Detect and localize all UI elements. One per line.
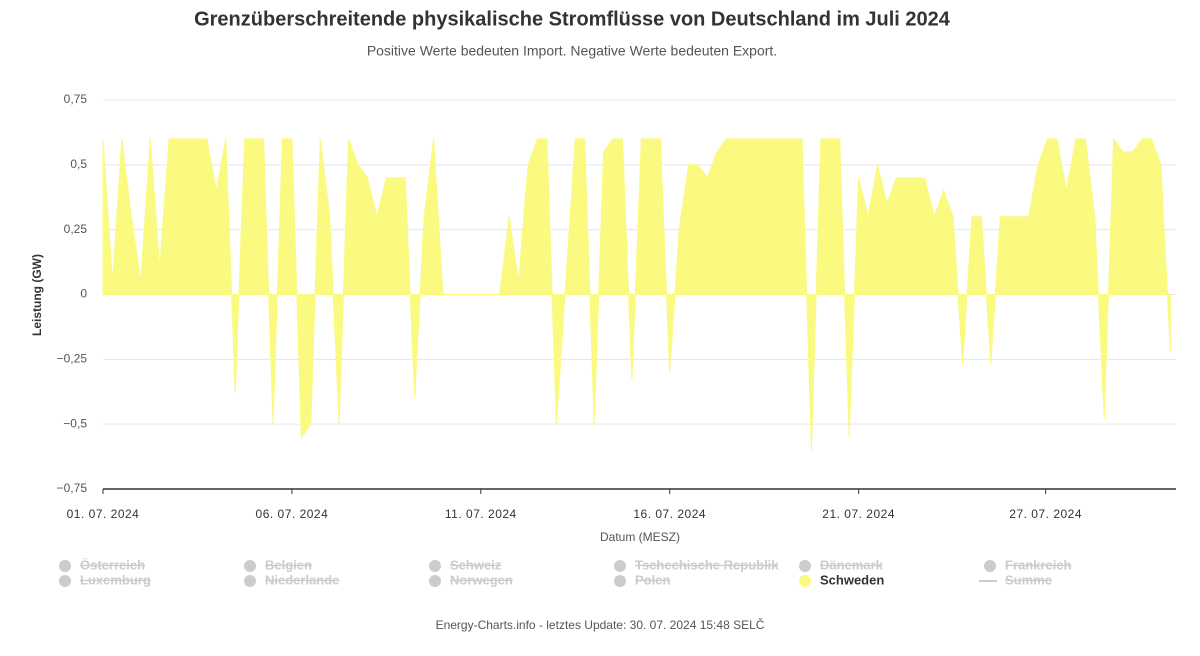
legend-label[interactable]: Belgien bbox=[265, 557, 312, 572]
x-tick-label: 01. 07. 2024 bbox=[67, 507, 140, 521]
y-tick-label: −0,5 bbox=[63, 416, 87, 430]
y-tick-label: −0,75 bbox=[57, 481, 88, 495]
legend-symbol bbox=[614, 575, 626, 587]
y-tick-label: 0 bbox=[80, 287, 87, 301]
legend-symbol bbox=[429, 575, 441, 587]
x-tick-label: 11. 07. 2024 bbox=[445, 507, 517, 521]
x-tick-label: 16. 07. 2024 bbox=[633, 507, 706, 521]
chart-title: Grenzüberschreitende physikalische Strom… bbox=[194, 8, 951, 30]
legend-label[interactable]: Polen bbox=[635, 572, 670, 587]
area bbox=[102, 137, 1171, 451]
footer: Energy-Charts.info - letztes Update: 30.… bbox=[436, 617, 765, 632]
legend-label[interactable]: Luxemburg bbox=[80, 572, 151, 587]
legend-label[interactable]: Österreich bbox=[80, 557, 145, 572]
legend-symbol bbox=[244, 560, 256, 572]
y-axis-title: Leistung (GW) bbox=[30, 254, 44, 336]
legend-label[interactable]: Dänemark bbox=[820, 557, 884, 572]
legend-symbol bbox=[59, 575, 71, 587]
y-tick-label: 0,5 bbox=[70, 157, 87, 171]
y-tick-label: 0,75 bbox=[64, 92, 88, 106]
legend-symbol bbox=[429, 560, 441, 572]
legend-label[interactable]: Niederlande bbox=[265, 572, 339, 587]
legend-symbol bbox=[614, 560, 626, 572]
legend-symbol bbox=[799, 575, 811, 587]
chart-subtitle: Positive Werte bedeuten Import. Negative… bbox=[367, 43, 777, 59]
legend-label[interactable]: Tschechische Republik bbox=[635, 557, 779, 572]
x-axis-title: Datum (MESZ) bbox=[600, 530, 680, 544]
x-tick-label: 06. 07. 2024 bbox=[256, 507, 329, 521]
legend-label[interactable]: Norwegen bbox=[450, 572, 513, 587]
legend-symbol bbox=[244, 575, 256, 587]
legend-label[interactable]: Schweiz bbox=[450, 557, 502, 572]
legend-label[interactable]: Summe bbox=[1005, 572, 1052, 587]
x-tick-label: 27. 07. 2024 bbox=[1009, 507, 1082, 521]
legend-symbol bbox=[59, 560, 71, 572]
x-tick-label: 21. 07. 2024 bbox=[822, 507, 895, 521]
legend-label[interactable]: Frankreich bbox=[1005, 557, 1072, 572]
legend-symbol bbox=[984, 560, 996, 572]
legend-symbol bbox=[799, 560, 811, 572]
y-tick-label: −0,25 bbox=[57, 352, 88, 366]
legend-label[interactable]: Schweden bbox=[820, 572, 884, 587]
y-tick-label: 0,25 bbox=[64, 222, 88, 236]
